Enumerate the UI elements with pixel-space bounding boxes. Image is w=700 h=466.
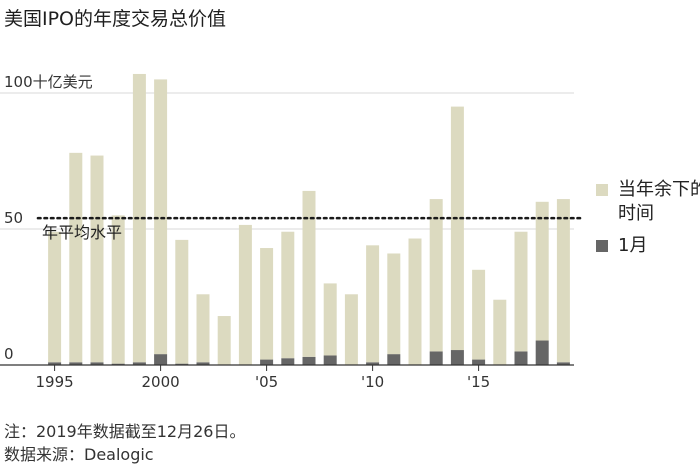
bar-rest-of-year-2016	[493, 299, 507, 365]
bar-january-2006	[281, 358, 295, 365]
bar-rest-of-year-2002	[196, 294, 210, 363]
bar-january-2005	[260, 359, 274, 365]
bar-rest-of-year-1995	[48, 231, 62, 363]
bar-rest-of-year-2004	[238, 224, 252, 365]
bar-january-2007	[302, 356, 316, 365]
x-tick-label-2000: 2000	[142, 373, 180, 391]
bar-january-1995	[48, 362, 62, 365]
bar-january-2013	[429, 351, 443, 365]
bar-rest-of-year-1997	[90, 155, 104, 363]
bar-rest-of-year-2012	[408, 238, 422, 365]
legend-swatch-rest-of-year	[596, 184, 608, 196]
average-line-label: 年平均水平	[42, 223, 122, 242]
bar-rest-of-year-2009	[344, 294, 358, 365]
bar-january-2019	[556, 362, 570, 365]
bar-rest-of-year-2015	[472, 269, 486, 360]
bar-rest-of-year-2017	[514, 231, 528, 352]
bar-january-2001	[175, 363, 189, 365]
bar-rest-of-year-2010	[366, 245, 380, 363]
bar-january-2000	[154, 354, 168, 365]
bar-rest-of-year-2007	[302, 190, 316, 357]
bar-january-1996	[69, 362, 83, 365]
footnote: 注：2019年数据截至12月26日。	[4, 422, 246, 441]
bar-rest-of-year-2000	[154, 79, 168, 355]
x-tick-label-2010: '10	[361, 373, 384, 391]
x-tick-label-2005: '05	[255, 373, 278, 391]
x-tick-label-2015: '15	[467, 373, 490, 391]
bar-rest-of-year-1999	[132, 73, 146, 363]
bar-january-2015	[472, 359, 486, 365]
x-tick-label-1995: 1995	[36, 373, 74, 391]
legend-item-january: 1月	[596, 234, 700, 258]
bar-january-2011	[387, 354, 401, 365]
bar-rest-of-year-1996	[69, 152, 83, 363]
bar-january-2018	[535, 340, 549, 365]
bar-rest-of-year-2011	[387, 253, 401, 355]
bar-rest-of-year-2013	[429, 199, 443, 352]
legend-label-january: 1月	[618, 235, 648, 256]
legend-label-rest-of-year: 当年余下的时间	[618, 179, 700, 224]
bar-january-1999	[132, 362, 146, 365]
legend: 当年余下的时间 1月	[596, 178, 700, 266]
legend-swatch-january	[596, 240, 608, 252]
y-tick-label-50: 50	[4, 209, 23, 227]
bar-rest-of-year-2018	[535, 201, 549, 341]
bar-rest-of-year-2005	[260, 248, 274, 360]
bar-january-2010	[366, 362, 380, 365]
bar-january-2008	[323, 355, 337, 365]
bar-rest-of-year-2001	[175, 239, 189, 364]
bar-january-2017	[514, 351, 528, 365]
bar-january-1998	[111, 363, 125, 365]
bar-rest-of-year-2008	[323, 283, 337, 356]
chart-title: 美国IPO的年度交易总价值	[4, 8, 227, 30]
bar-january-2002	[196, 362, 210, 365]
legend-item-rest-of-year: 当年余下的时间	[596, 178, 700, 226]
source-note: 数据来源：Dealogic	[4, 445, 154, 464]
bar-rest-of-year-2014	[450, 106, 464, 351]
bar-rest-of-year-2006	[281, 231, 295, 359]
bar-rest-of-year-2003	[217, 316, 231, 365]
bar-january-2014	[450, 350, 464, 365]
bar-rest-of-year-1998	[111, 215, 125, 364]
bar-rest-of-year-2019	[556, 199, 570, 363]
y-tick-label-0: 0	[4, 345, 14, 363]
bar-january-1997	[90, 362, 104, 365]
y-tick-label-100: 100十亿美元	[4, 73, 93, 91]
